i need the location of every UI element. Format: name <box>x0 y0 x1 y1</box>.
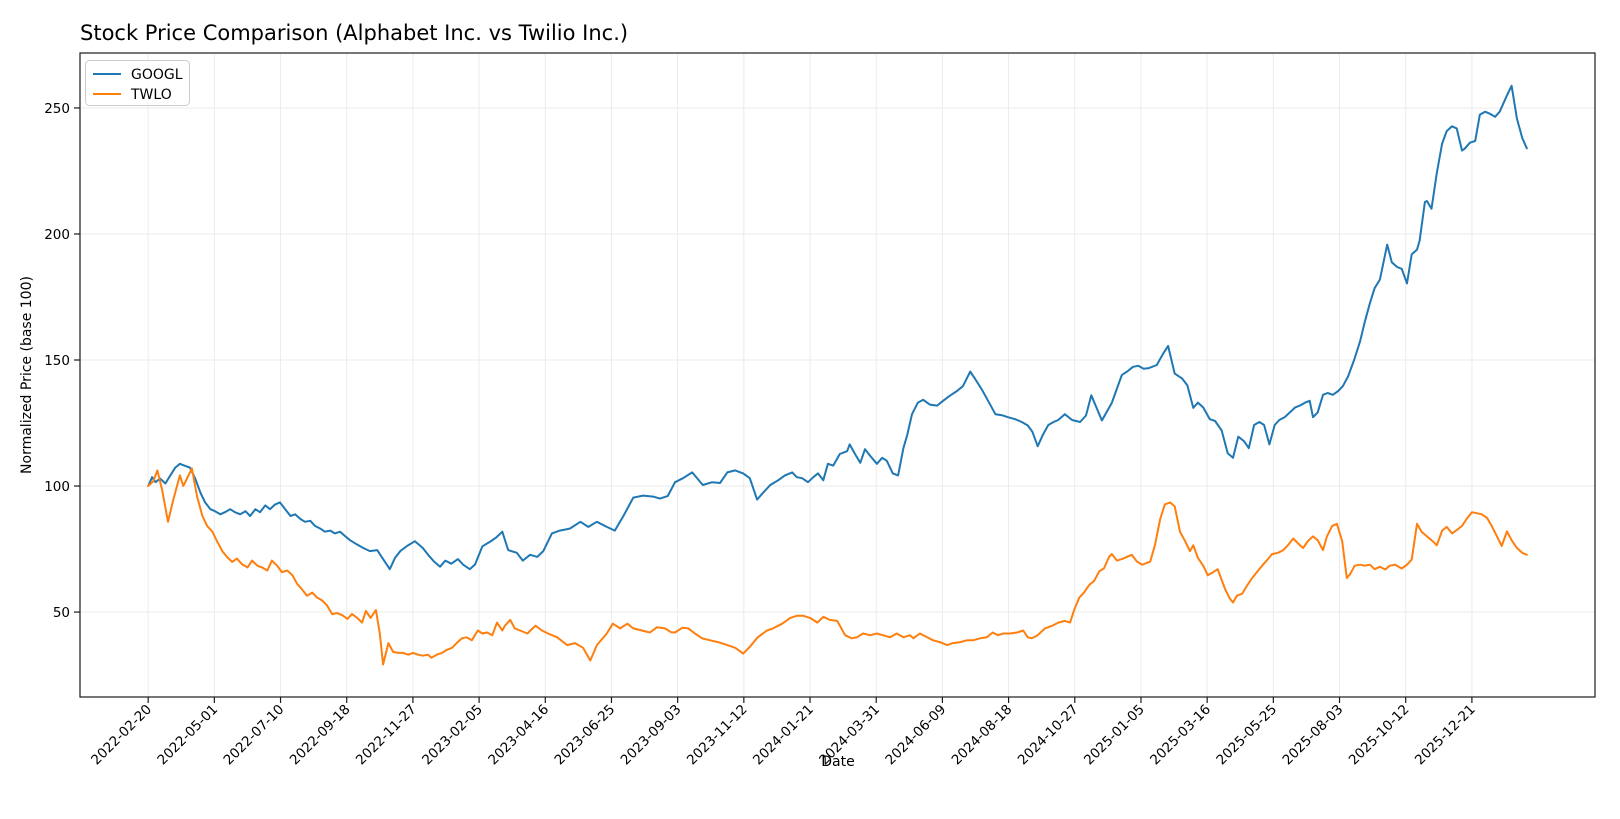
googl-line <box>147 84 1528 571</box>
y-tick-label: 150 <box>44 353 70 369</box>
x-tick-label: 2022-11-27 <box>353 702 420 769</box>
x-tick-label: 2025-10-12 <box>1346 702 1413 769</box>
chart-title: Stock Price Comparison (Alphabet Inc. vs… <box>80 21 628 45</box>
x-tick-label: 2023-04-16 <box>485 702 552 769</box>
x-tick-label: 2025-03-16 <box>1147 702 1214 769</box>
x-tick-label: 2023-02-05 <box>419 702 486 769</box>
y-tick-label: 100 <box>44 479 70 495</box>
plot-border <box>79 52 1596 698</box>
x-tick-label: 2025-08-03 <box>1280 702 1347 769</box>
x-tick-label: 2024-08-18 <box>949 702 1016 769</box>
x-tick-label: 2025-01-05 <box>1081 702 1148 769</box>
twlo-line <box>147 467 1528 666</box>
legend-label-twlo: TWLO <box>130 87 172 103</box>
y-axis-label: Normalized Price (base 100) <box>19 276 35 474</box>
x-tick-label: 2023-11-12 <box>684 702 751 769</box>
x-tick-label: 2022-02-20 <box>88 702 155 769</box>
y-tick-label: 250 <box>44 101 70 117</box>
x-tick-label: 2022-07-10 <box>221 702 288 769</box>
x-tick-label: 2024-10-27 <box>1015 702 1082 769</box>
x-tick-label: 2024-01-21 <box>750 702 817 769</box>
legend: GOOGL TWLO <box>85 60 190 106</box>
grid-lines <box>80 53 1595 697</box>
legend-item-googl: GOOGL <box>93 67 183 83</box>
x-tick-label: 2022-09-18 <box>287 702 354 769</box>
x-axis-label: Date <box>821 754 854 770</box>
series-lines <box>147 84 1528 666</box>
x-tick-label: 2022-05-01 <box>154 702 221 769</box>
y-tick-label: 200 <box>44 227 70 243</box>
x-tick-label: 2024-06-09 <box>882 702 949 769</box>
x-tick-label: 2025-05-25 <box>1213 702 1280 769</box>
x-tick-label: 2025-12-21 <box>1412 702 1479 769</box>
x-tick-label: 2023-09-03 <box>618 702 685 769</box>
legend-label-googl: GOOGL <box>131 67 183 83</box>
tick-labels: 2022-02-20 2022-05-01 2022-07-10 2022-09-18… <box>44 101 1479 768</box>
legend-item-twlo: TWLO <box>93 87 172 103</box>
y-tick-label: 50 <box>53 605 70 621</box>
axes <box>74 52 1596 703</box>
x-tick-label: 2023-06-25 <box>552 702 619 769</box>
